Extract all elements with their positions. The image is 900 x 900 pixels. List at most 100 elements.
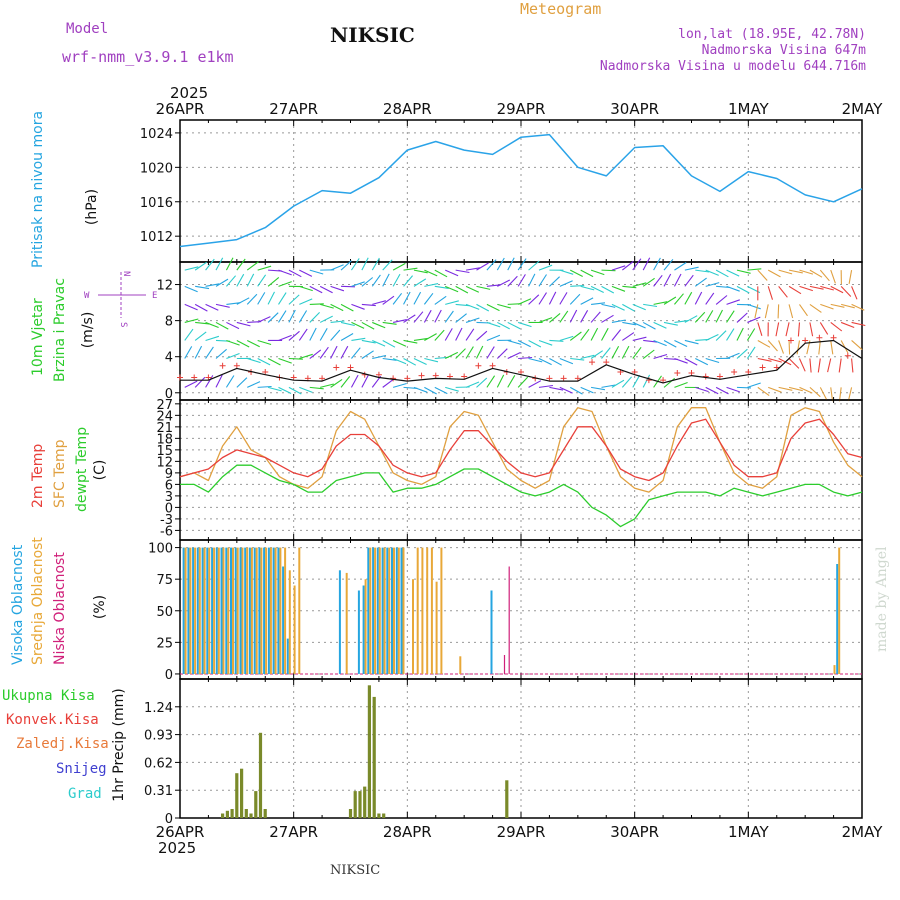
gust-marker [631,369,638,376]
y-tick-label: 12 [156,455,173,470]
wind-barb [184,266,199,271]
wind-barb [632,282,647,287]
precip-bar [258,732,263,818]
wind-barb [684,274,694,287]
precip-bar [377,813,381,818]
wind-barb [736,285,750,294]
wind-barb [538,274,547,287]
wind-barb [747,316,761,323]
wind-barb [392,382,407,388]
wind-barb [392,262,406,271]
gust-marker [688,369,695,376]
wind-barb [757,357,772,362]
wind-barb [684,291,693,305]
wind-barb [632,336,647,342]
wind-barb [205,335,220,341]
coords-label: lon,lat (18.95E, 42.78N) [678,27,866,42]
cloud-bar [267,547,270,674]
wind-barb [674,262,687,271]
gust-marker [177,374,183,381]
wind-barb [424,283,439,287]
precip-bar [367,685,371,818]
wind-barb [643,303,658,308]
cloud-bar [241,547,244,674]
wind-barb [444,351,459,360]
wind-barb [445,269,459,277]
wind-barb [424,333,437,341]
wind-barb [788,358,800,369]
y-tick-label: 1024 [140,127,173,142]
wind-barb [319,285,333,294]
wind-barb [757,322,763,336]
precip-bar [235,773,239,818]
wind-barb [507,257,515,271]
wind-barb [736,327,744,341]
wind-barb [611,379,625,388]
wind-barb [496,257,505,271]
wind-barb [507,275,518,287]
cloud-bar [357,590,360,674]
gust-marker [375,371,382,378]
meteogram-label: Meteogram [520,0,601,18]
bottom-date-label: 27APR [269,823,318,841]
wind-barb [257,339,272,346]
cloud-unit-label: (%) [92,595,108,619]
wind-barb [382,357,397,361]
wind-barb [215,278,229,287]
wind-barb [663,273,672,287]
precip-legend-hail: Grad [68,786,102,802]
wind-barb [622,260,634,271]
cloud-bar [395,547,398,674]
wind-barb [382,339,396,348]
top-date-label: 28APR [383,100,432,118]
wind-barb [372,300,386,305]
wind-barb [705,282,720,287]
wind-barb [361,257,369,271]
wind-barb [371,274,381,287]
wind-barb [674,357,688,364]
wind-barb [424,269,438,277]
wind-barb [767,286,774,300]
cloud-bar [508,566,510,674]
top-date-label: 1MAY [728,100,770,118]
wind-barb [601,303,616,308]
gust-marker [674,369,681,376]
gust-marker [290,374,297,381]
wind-barb [538,292,547,305]
cloud-bar [430,547,433,674]
wind-barb [715,330,727,341]
wind-panel: 0 4 8 12 [156,257,866,402]
temp-side-label-2: SFC Temp [52,439,68,508]
cloud-bar [421,547,424,674]
gust-marker [844,352,851,359]
wind-barb [340,345,349,359]
y-tick-label: 0 [165,501,173,516]
wind-barb [496,348,508,359]
cloud-bar [246,547,249,674]
wind-barb [653,353,668,360]
cloud-bar [206,547,209,674]
wind-barb [288,269,302,278]
wind-barb [601,347,611,359]
pressure-unit-label: (hPa) [84,189,100,225]
y-tick-label: 27 [156,398,173,413]
wind-barb [184,303,198,311]
wind-barb [747,382,761,388]
wind-barb [434,269,448,278]
wind-barb [309,327,317,341]
wind-barb [674,293,684,305]
y-tick-label: 0 [165,387,173,402]
top-date-axis: 26APR 27APR 28APR 29APR 30APR 1MAY 2MAY [156,100,884,118]
cloud-bar [274,547,277,674]
wind-barb [288,294,300,305]
gust-marker [830,334,837,341]
cloud-bar [220,547,223,674]
wind-barb [257,358,271,366]
precip-bar [505,780,509,818]
wind-barb [632,258,642,271]
cloud-side-label-2: Srednja Oblacnost [30,537,46,665]
wind-barb [517,339,531,348]
wind-barb [496,374,505,388]
wind-barb [705,269,719,276]
wind-barb [226,339,240,346]
